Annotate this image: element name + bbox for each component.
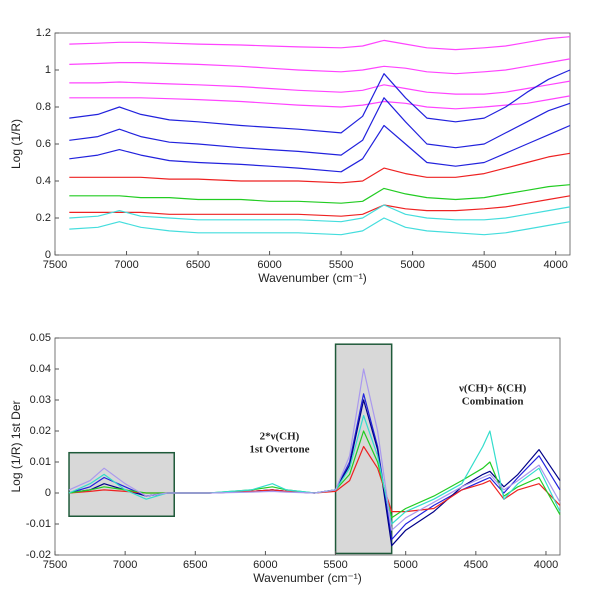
x-tick-label: 4500	[464, 559, 488, 571]
y-tick-label: 0.01	[30, 456, 51, 468]
annotation: 2*ν(CH)	[260, 431, 300, 443]
spectrum-line	[69, 97, 571, 156]
plot-area	[54, 337, 561, 556]
y-axis-label: Log (1/R)	[9, 119, 23, 169]
y-tick-label: 0.2	[36, 212, 51, 224]
y-tick-label: 0	[45, 249, 51, 261]
y-axis-label: Log (1/R) 1st Der	[9, 400, 23, 492]
x-tick-label: 6500	[183, 559, 207, 571]
y-tick-label: 0.05	[30, 332, 51, 344]
y-tick-label: 0.4	[36, 175, 51, 187]
y-tick-label: 0.03	[30, 394, 51, 406]
spectrum-line	[68, 368, 561, 531]
y-tick-label: 0.02	[30, 425, 51, 437]
spectrum-line	[68, 414, 561, 525]
spectrum-line	[69, 204, 571, 223]
y-tick-label: 1.2	[36, 27, 51, 39]
x-tick-label: 7500	[43, 259, 67, 271]
spectrum-line	[69, 124, 571, 173]
spectrum-line	[69, 36, 571, 51]
highlight-region	[68, 451, 175, 518]
spectrum-line	[69, 217, 571, 236]
y-tick-label: -0.01	[26, 518, 51, 530]
spectrum-line	[68, 430, 561, 519]
x-tick-label: 6000	[253, 559, 277, 571]
x-tick-label: 4000	[534, 559, 558, 571]
x-tick-label: 6000	[257, 259, 281, 271]
spectrum-line	[69, 184, 571, 204]
x-tick-label: 5000	[393, 559, 417, 571]
highlight-region	[334, 343, 393, 555]
x-tick-label: 7000	[113, 559, 137, 571]
spectrum-line	[69, 58, 571, 75]
spectrum-line	[69, 80, 571, 95]
x-tick-label: 5500	[323, 559, 347, 571]
x-tick-label: 7000	[114, 259, 138, 271]
spectrum-line	[69, 69, 571, 134]
y-tick-label: 1	[45, 64, 51, 76]
x-tick-label: 5500	[329, 259, 353, 271]
plot-area	[54, 32, 571, 256]
y-tick-label: -0.02	[26, 549, 51, 561]
spectrum-line	[69, 195, 571, 217]
x-tick-label: 4000	[543, 259, 567, 271]
spectrum-line	[69, 152, 571, 184]
y-tick-label: 0.8	[36, 101, 51, 113]
spectrum-line	[69, 95, 571, 110]
x-tick-label: 5000	[400, 259, 424, 271]
y-tick-label: 0.04	[30, 363, 51, 375]
x-axis-label: Wavenumber (cm⁻¹)	[258, 271, 367, 285]
x-tick-label: 4500	[472, 259, 496, 271]
annotation: 1st Overtone	[249, 444, 309, 456]
y-tick-label: 0.6	[36, 138, 51, 150]
annotation: Combination	[462, 396, 524, 408]
x-tick-label: 7500	[43, 559, 67, 571]
x-tick-label: 6500	[186, 259, 210, 271]
y-tick-label: 0	[45, 487, 51, 499]
x-axis-label: Wavenumber (cm⁻¹)	[253, 571, 362, 585]
annotation: ν(CH)+ δ(CH)	[458, 383, 527, 395]
